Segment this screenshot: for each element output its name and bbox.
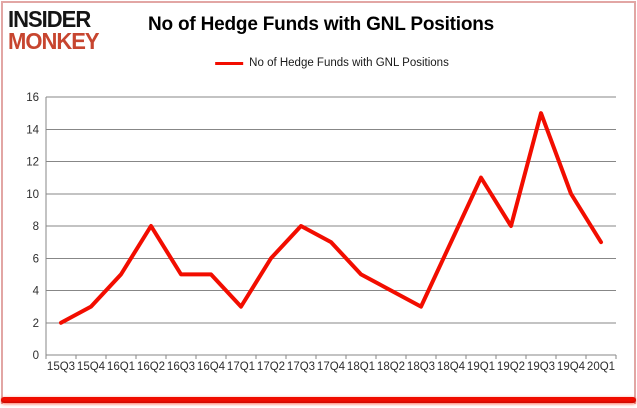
x-axis-label: 20Q1 <box>587 361 615 373</box>
x-axis-label: 17Q1 <box>227 361 255 373</box>
y-axis-label: 14 <box>26 124 39 136</box>
logo-line-insider: INSIDER <box>8 5 91 33</box>
x-axis-label: 16Q1 <box>107 361 135 373</box>
insider-monkey-logo: INSIDER MONKEY <box>8 5 100 54</box>
y-axis-label: 0 <box>33 350 39 362</box>
x-axis-label: 16Q2 <box>137 361 165 373</box>
x-axis-label: 19Q2 <box>497 361 525 373</box>
y-axis-label: 10 <box>26 189 39 201</box>
x-axis-label: 17Q3 <box>287 361 315 373</box>
y-axis-label: 4 <box>33 286 40 298</box>
legend-label: No of Hedge Funds with GNL Positions <box>249 57 449 69</box>
y-axis-label: 2 <box>33 318 39 330</box>
chart-title: No of Hedge Funds with GNL Positions <box>148 14 495 35</box>
x-axis-label: 15Q4 <box>77 361 106 373</box>
x-axis-label: 17Q2 <box>257 361 285 373</box>
x-axis-label: 18Q4 <box>437 361 466 373</box>
x-axis-label: 15Q3 <box>47 361 75 373</box>
bottom-red-bar <box>1 397 636 403</box>
x-axis-label: 16Q4 <box>197 361 226 373</box>
y-axis-label: 8 <box>33 221 39 233</box>
legend: No of Hedge Funds with GNL Positions <box>215 57 449 69</box>
x-axis-label: 19Q3 <box>527 361 555 373</box>
logo-line-monkey: MONKEY <box>8 27 100 54</box>
x-axis-label: 19Q1 <box>467 361 495 373</box>
x-axis-label: 18Q3 <box>407 361 435 373</box>
x-axis-label: 18Q2 <box>377 361 405 373</box>
legend-line-swatch <box>215 61 244 65</box>
y-axis-label: 6 <box>33 253 39 265</box>
y-axis-label: 16 <box>26 92 39 104</box>
x-axis-label: 18Q1 <box>347 361 375 373</box>
y-axis-label: 12 <box>26 157 39 169</box>
x-axis-label: 19Q4 <box>557 361 586 373</box>
data-line <box>59 111 603 325</box>
x-axis-label: 17Q4 <box>317 361 346 373</box>
x-axis-label: 16Q3 <box>167 361 195 373</box>
